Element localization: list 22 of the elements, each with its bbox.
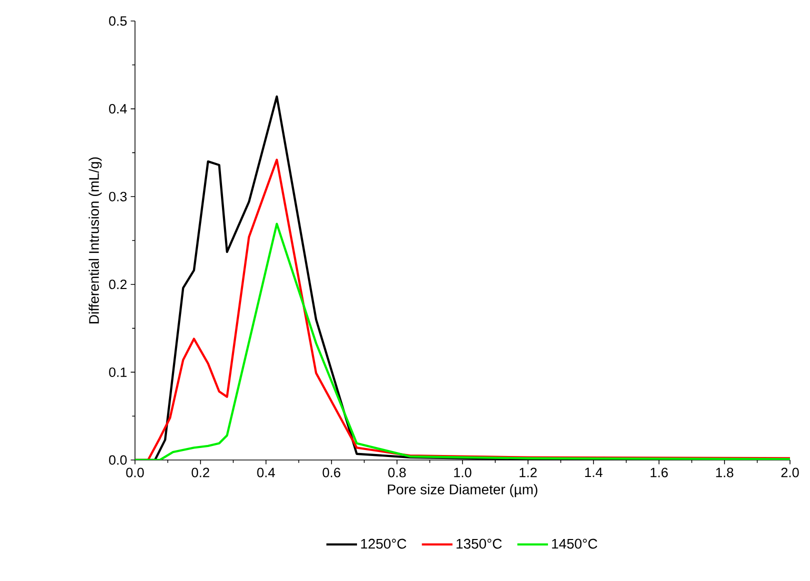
y-tick-label: 0.4 bbox=[109, 104, 127, 114]
x-tick-label: 0.8 bbox=[388, 468, 406, 478]
x-tick-label: 0.6 bbox=[322, 468, 340, 478]
x-tick-label: 1.0 bbox=[454, 468, 472, 478]
y-tick-label: 0.2 bbox=[109, 280, 127, 290]
legend-label: 1250°C bbox=[361, 538, 406, 549]
y-tick-label: 0.0 bbox=[109, 455, 127, 465]
x-tick-label: 1.6 bbox=[650, 468, 668, 478]
y-tick-label: 0.3 bbox=[109, 192, 127, 202]
x-tick-label: 0.2 bbox=[192, 468, 210, 478]
x-tick-label: 2.0 bbox=[781, 468, 799, 478]
y-tick-label: 0.1 bbox=[109, 367, 127, 377]
x-tick-label: 1.2 bbox=[520, 468, 537, 478]
x-tick-label: 1.8 bbox=[716, 468, 734, 478]
y-axis-title: Differential Intrusion (mL/g) bbox=[88, 157, 102, 324]
x-tick-label: 0.4 bbox=[257, 468, 275, 478]
legend-label: 1450°C bbox=[552, 538, 598, 549]
x-axis-title: Pore size Diameter (µm) bbox=[388, 484, 538, 498]
y-tick-label: 0.5 bbox=[109, 16, 127, 26]
legend-label: 1350°C bbox=[456, 538, 502, 549]
x-tick-label: 0.0 bbox=[126, 468, 144, 478]
x-tick-label: 1.4 bbox=[585, 468, 602, 478]
